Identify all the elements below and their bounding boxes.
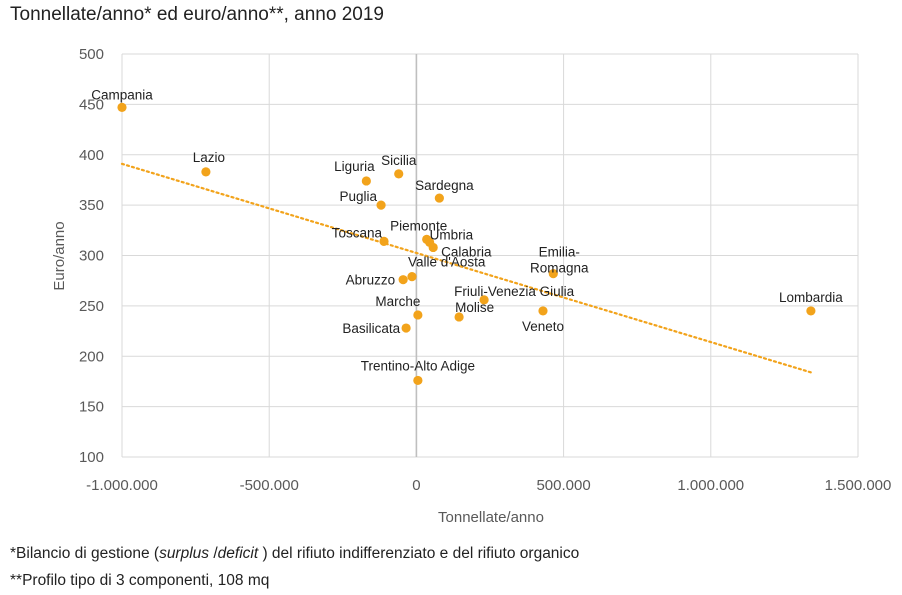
data-point-label: Piemonte — [390, 218, 447, 233]
footnote-1-surplus: surplus — [159, 545, 210, 562]
y-tick-label: 100 — [79, 449, 104, 466]
data-point-label: Veneto — [522, 319, 564, 334]
data-point-label: Emilia- — [539, 245, 580, 260]
x-tick-label: 500.000 — [536, 477, 590, 494]
x-tick-label: 1.000.000 — [677, 477, 744, 494]
data-point-label: Sardegna — [415, 178, 474, 193]
data-point-label: Marche — [375, 294, 420, 309]
data-point-label: Lazio — [193, 150, 225, 165]
y-tick-label: 300 — [79, 248, 104, 265]
footnote-1-sep: / — [209, 545, 218, 562]
data-point-label: Abruzzo — [346, 273, 396, 288]
data-point-label: Molise — [455, 300, 494, 315]
data-point — [361, 176, 371, 186]
data-point — [394, 169, 404, 179]
footnote-1: *Bilancio di gestione (surplus /deficit … — [10, 545, 579, 563]
footnote-1-deficit: deficit — [217, 545, 259, 562]
trendline — [120, 162, 812, 374]
y-tick-label: 450 — [79, 96, 104, 113]
y-tick-label: 150 — [79, 399, 104, 416]
grid-layer — [121, 53, 859, 458]
data-point-label: Basilicata — [342, 321, 400, 336]
y-tick-label: 350 — [79, 197, 104, 214]
data-point-label: Trentino-Alto Adige — [361, 358, 475, 373]
data-point — [407, 272, 417, 282]
data-point — [428, 242, 438, 253]
data-point-label: Toscana — [332, 225, 383, 240]
data-point — [117, 102, 127, 112]
data-point — [413, 375, 423, 386]
data-point — [434, 193, 444, 203]
y-tick-label: 400 — [79, 147, 104, 164]
chart-title: Tonnellate/anno* ed euro/anno**, anno 20… — [10, 4, 384, 25]
data-point — [201, 167, 211, 177]
y-tick-label: 250 — [79, 298, 104, 315]
x-tick-label: -500.000 — [240, 477, 299, 494]
data-point — [401, 323, 411, 333]
data-point — [376, 200, 386, 210]
x-tick-label: 1.500.000 — [825, 477, 892, 494]
data-point — [398, 275, 408, 285]
footnote-2: **Profilo tipo di 3 componenti, 108 mq — [10, 572, 270, 589]
data-point-label: Campania — [91, 87, 153, 102]
data-point-label: Umbria — [430, 227, 474, 242]
x-tick-label: 0 — [412, 477, 420, 494]
data-point-label: Valle d'Aosta — [408, 255, 486, 270]
tick-layer: 100 150 200 250 300 350 400 450 500 -1.000.000 -50… — [79, 46, 891, 494]
y-axis-title: Euro/anno — [51, 221, 68, 290]
footnote-1-prefix: *Bilancio di gestione ( — [10, 545, 160, 562]
y-tick-label: 500 — [79, 46, 104, 63]
label-layer: Campania Lazio Liguria Sicilia Sardegna Pugli… — [91, 87, 843, 373]
data-point-label: Lombardia — [779, 290, 843, 305]
data-point-label: Romagna — [530, 261, 589, 276]
data-point-label: Liguria — [334, 159, 375, 174]
data-point — [548, 269, 558, 279]
data-point-label: Sicilia — [381, 153, 417, 168]
data-point — [379, 236, 389, 246]
x-tick-label: -1.000.000 — [86, 477, 158, 494]
point-layer — [117, 102, 816, 386]
scatter-plot: 100 150 200 250 300 350 400 450 500 -1.000.000 -50… — [51, 46, 891, 526]
x-axis-title: Tonnellate/anno — [438, 509, 544, 526]
data-point — [479, 295, 489, 305]
data-point — [538, 306, 548, 316]
data-point-label: Calabria — [441, 244, 492, 259]
data-point-label: Puglia — [340, 189, 378, 204]
data-point-label: Friuli-Venezia Giulia — [454, 284, 575, 299]
footnote-1-suffix: ) del rifiuto indifferenziato e del rifi… — [258, 545, 580, 562]
data-point — [454, 312, 464, 322]
data-point — [806, 306, 816, 316]
y-tick-label: 200 — [79, 348, 104, 365]
data-point — [413, 310, 423, 320]
trend-layer — [120, 162, 812, 374]
